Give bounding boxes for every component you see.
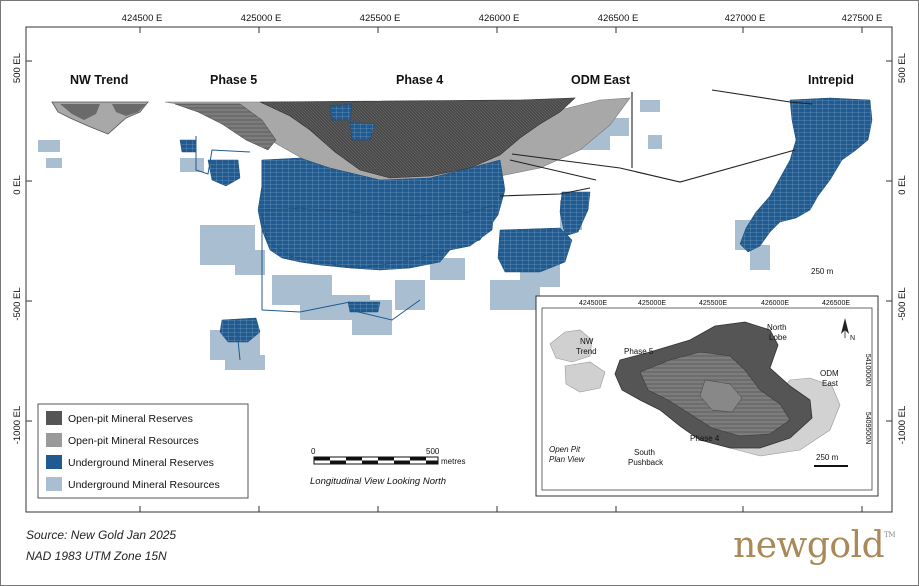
legend: Open-pit Mineral Reserves Open-pit Miner… [37,403,249,499]
inset-easting: 426000E [761,300,789,307]
easting-label: 427500 E [842,13,883,24]
legend-swatch-open-pit-reserves [46,411,62,425]
development-workings [499,89,813,197]
zone-label-phase5: Phase 5 [210,73,257,87]
elevation-labels-left: 500 EL 0 EL -500 EL -1000 EL [12,53,23,444]
inset-label-nw: NW [580,337,594,346]
legend-swatch-underground-reserves [46,455,62,469]
elevation-label: -500 EL [12,287,23,320]
inset-label-east: East [822,379,839,388]
legend-label: Open-pit Mineral Reserves [68,413,193,425]
legend-label: Open-pit Mineral Resources [68,435,199,447]
easting-ticks [139,27,863,512]
zone-label-odm-east: ODM East [571,73,631,87]
inset-scale-label: 250 m [816,453,839,462]
inset-nw-trend-pit-south [564,361,606,393]
zone-label-intrepid: Intrepid [808,73,854,87]
inset-label-open-pit: Open Pit [549,445,581,454]
inset-plan-map: 424500E 425000E 425500E 426000E 426500E … [535,295,879,497]
inset-northing: 5409500N [864,412,871,444]
elevation-ticks [26,60,892,422]
inset-easting: 426500E [822,300,850,307]
inset-nw-trend-pit [549,329,593,363]
scale-bar-unit: metres [441,457,465,466]
zone-label-phase4: Phase 4 [396,73,443,87]
legend-label: Underground Mineral Resources [68,479,220,491]
inset-label-south: South [634,448,655,457]
inset-easting: 424500E [579,300,607,307]
easting-labels: 424500 E 425000 E 425500 E 426000 E 4265… [122,13,883,24]
elevation-label: 0 EL [12,175,23,195]
elevation-label: 0 EL [897,175,908,195]
elevation-label: -500 EL [897,287,908,320]
inset-label-phase4: Phase 4 [690,434,720,443]
scale-bar-start: 0 [311,447,316,456]
scale-label-250: 250 m [811,267,834,276]
elevation-label: 500 EL [12,53,23,83]
logo-trademark: TM [884,531,895,539]
company-logo: newgoldTM [733,525,895,566]
inset-label-pushback: Pushback [628,458,664,467]
underground-reserves [179,97,873,343]
north-arrow-icon [841,318,849,338]
footer-datum: NAD 1983 UTM Zone 15N [26,549,167,563]
inset-pit-bottom [699,379,743,413]
easting-label: 427000 E [725,13,766,24]
inset-label-odm: ODM [820,369,839,378]
inset-scale-bar: 250 m [814,453,848,467]
legend-swatch-open-pit-resources [46,433,62,447]
elevation-label: -1000 EL [897,406,908,445]
inset-label-trend: Trend [576,347,597,356]
elevation-labels-right: 500 EL 0 EL -500 EL -1000 EL [897,53,908,444]
legend-box [37,403,249,499]
scale-bar-end: 500 [426,447,440,456]
zone-labels: NW Trend Phase 5 Phase 4 ODM East Intrep… [70,73,854,87]
legend-label: Underground Mineral Reserves [68,457,214,469]
logo-text: newgold [733,525,885,566]
easting-label: 425000 E [241,13,282,24]
easting-label: 424500 E [122,13,163,24]
view-caption: Longitudinal View Looking North [310,476,446,487]
easting-label: 426000 E [479,13,520,24]
zone-label-nw-trend: NW Trend [70,73,128,87]
inset-easting: 425000E [638,300,666,307]
inset-label-phase5: Phase 5 [624,347,654,356]
elevation-label: -1000 EL [12,406,23,445]
inset-label-plan-view: Plan View [549,455,586,464]
inset-label-lobe: Lobe [769,333,787,342]
easting-label: 425500 E [360,13,401,24]
inset-easting: 425500E [699,300,727,307]
inset-label-north: North [767,323,787,332]
underground-ramps [195,136,421,361]
footer-source: Source: New Gold Jan 2025 [26,528,177,542]
legend-swatch-underground-resources [46,477,62,491]
scale-bar: 0 500 metres Longitudinal View Looking N… [310,447,465,487]
elevation-label: 500 EL [897,53,908,83]
inset-northing: 5410000N [864,354,871,386]
inset-north-label: N [850,335,855,342]
easting-label: 426500 E [598,13,639,24]
